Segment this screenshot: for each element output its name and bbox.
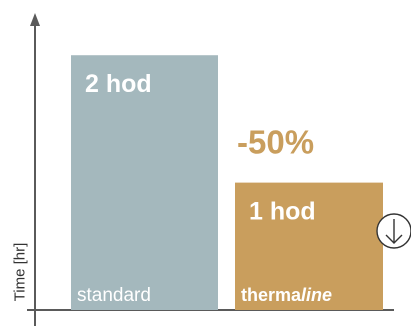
reduction-annotation: -50% [237, 124, 314, 161]
y-axis-arrow [30, 13, 40, 26]
bar-value-label-standard: 2 hod [85, 70, 152, 98]
category-label-standard: standard [77, 285, 151, 306]
bar-standard [71, 55, 218, 310]
y-axis-label: Time [hr] [11, 242, 29, 302]
bar-thermaline [235, 182, 383, 310]
thermaline-logo: thermaline [241, 285, 332, 305]
bar-value-label-thermaline: 1 hod [249, 198, 316, 226]
down-arrow-circle-icon [376, 213, 411, 249]
